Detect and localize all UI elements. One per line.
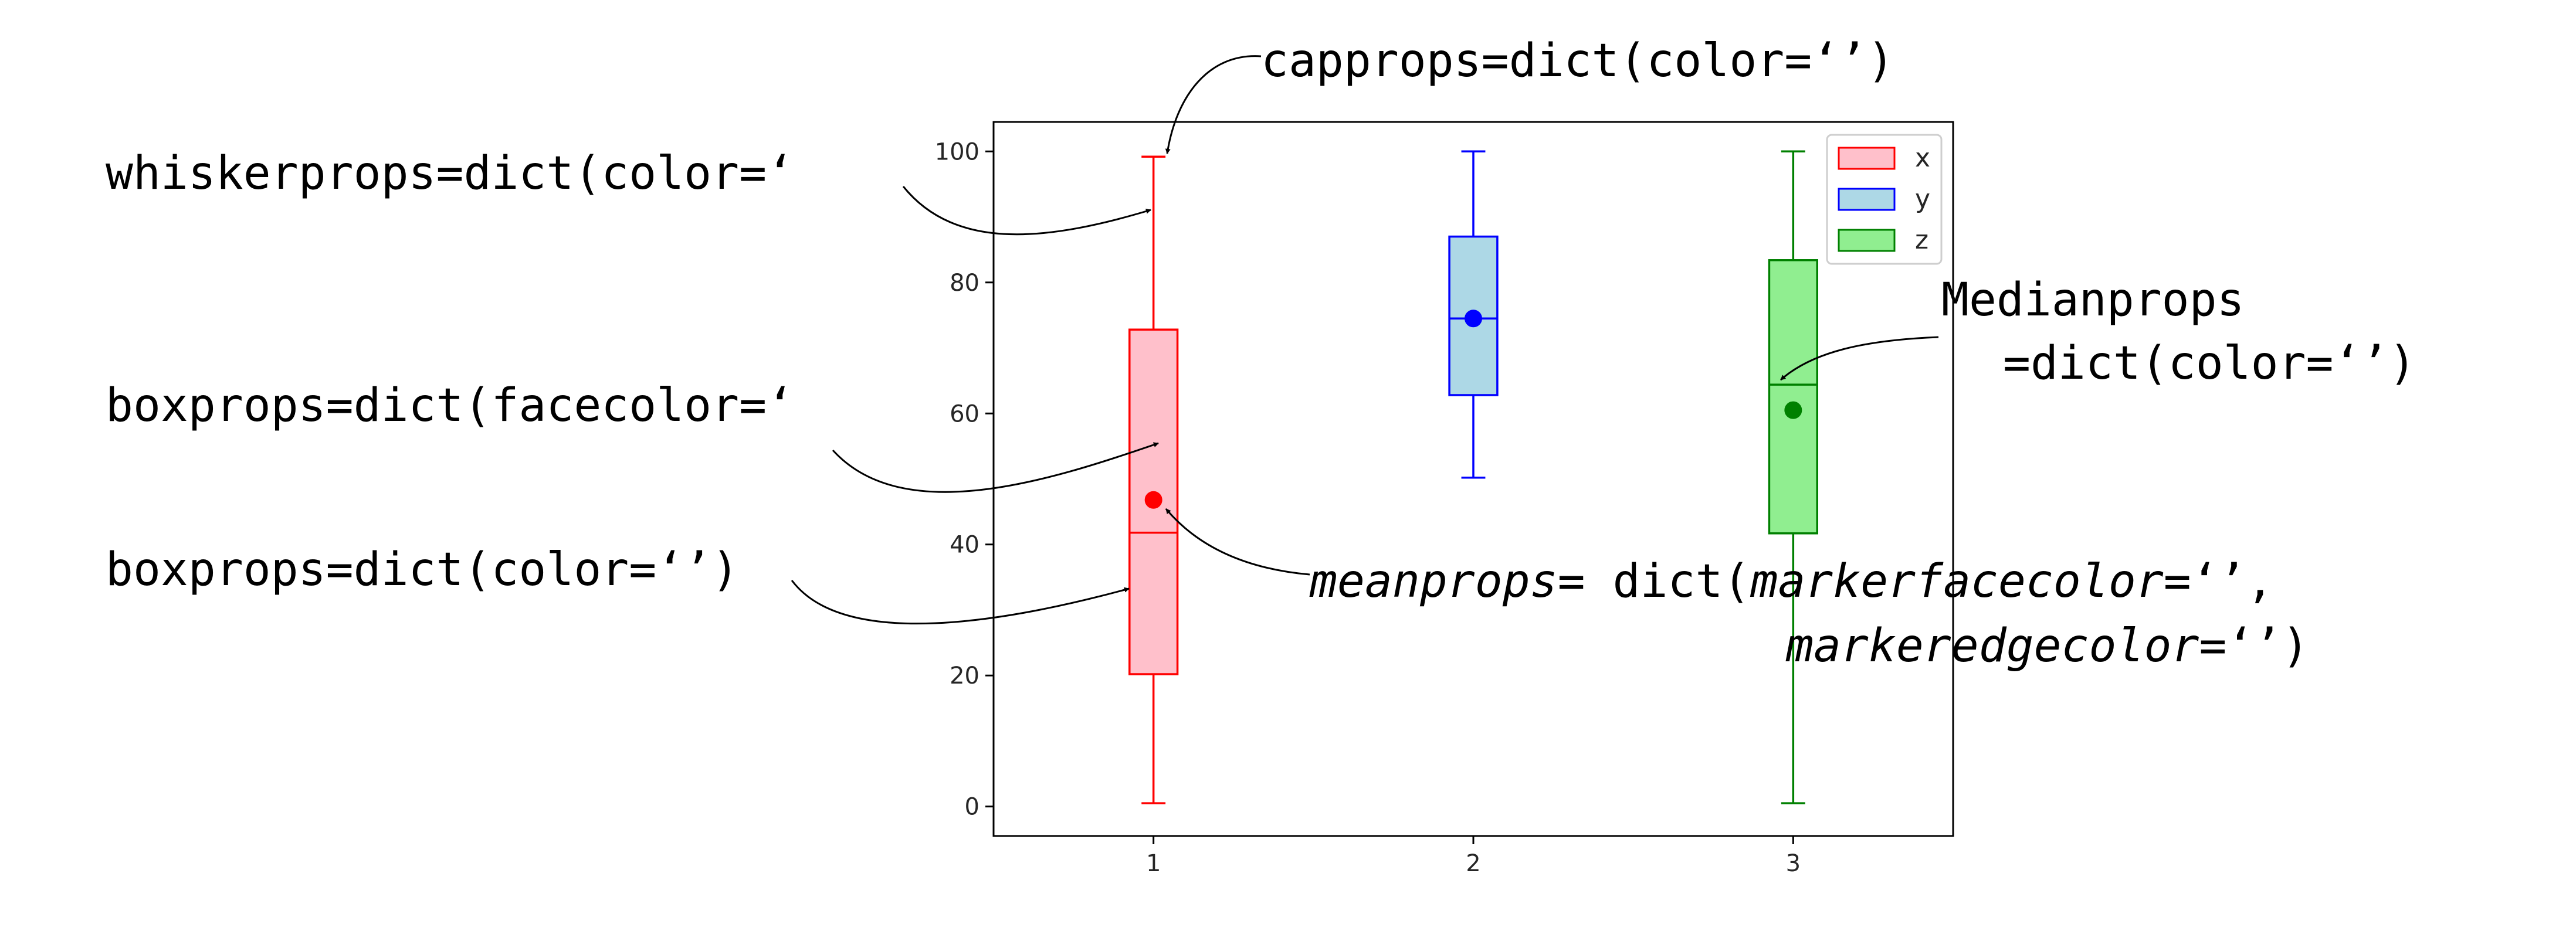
legend-label-y: y bbox=[1915, 184, 1930, 214]
legend-swatch-x bbox=[1838, 147, 1896, 170]
legend-swatch-y bbox=[1838, 188, 1896, 211]
capprops-annotation: capprops=dict(color=‘’) bbox=[1261, 35, 1894, 87]
mean-marker-x bbox=[1144, 491, 1162, 509]
y-tick-label-100: 100 bbox=[935, 138, 979, 165]
medianprops-annotation-line1: Medianprops bbox=[1941, 274, 2245, 327]
x-tick-label-3: 3 bbox=[1786, 850, 1801, 877]
boxprops-facecolor-annotation: boxprops=dict(facecolor=‘ bbox=[106, 379, 794, 432]
legend-swatch-z bbox=[1838, 229, 1896, 252]
legend-label-z: z bbox=[1915, 225, 1928, 255]
x-axis: 1 2 3 bbox=[1146, 836, 1801, 877]
meanprops-eq: = dict( bbox=[1558, 555, 1751, 608]
y-axis: 0 20 40 60 80 100 bbox=[935, 138, 994, 821]
box-series-group bbox=[1128, 150, 1818, 804]
y-tick-label-0: 0 bbox=[965, 794, 979, 821]
box-y bbox=[1448, 150, 1499, 479]
mean-marker-y bbox=[1465, 310, 1482, 328]
y-tick-label-60: 60 bbox=[950, 400, 979, 427]
meanprops-face-key: markerfacecolor bbox=[1750, 555, 2163, 608]
boxprops-facecolor-arrow bbox=[832, 442, 1159, 493]
y-tick-label-20: 20 bbox=[950, 662, 979, 689]
medianprops-annotation-line2: =dict(color=‘’) bbox=[2003, 337, 2416, 390]
box-x bbox=[1128, 155, 1179, 804]
whiskerprops-arrow bbox=[902, 186, 1151, 236]
x-tick-label-2: 2 bbox=[1466, 850, 1480, 877]
meanprops-edge-key: markeredgecolor bbox=[1785, 620, 2199, 672]
boxprops-color-annotation: boxprops=dict(color=‘’) bbox=[106, 543, 739, 596]
x-tick-label-1: 1 bbox=[1146, 850, 1161, 877]
meanprops-annotation-line1: meanprops= dict(markerfacecolor=‘’, bbox=[1309, 555, 2274, 608]
capprops-arrow bbox=[1165, 55, 1262, 154]
whiskerprops-annotation: whiskerprops=dict(color=‘ bbox=[106, 147, 794, 200]
meanprops-edge-val: =‘’) bbox=[2199, 620, 2309, 672]
box-z bbox=[1768, 150, 1818, 804]
meanprops-face-val: =‘’, bbox=[2164, 555, 2274, 608]
meanprops-annotation-line2: markeredgecolor=‘’) bbox=[1785, 620, 2309, 672]
box-body-z bbox=[1768, 259, 1818, 535]
legend: xyz bbox=[1826, 134, 1943, 265]
meanprops-keyword: meanprops bbox=[1309, 555, 1558, 608]
y-tick-label-80: 80 bbox=[950, 270, 979, 297]
boxprops-color-arrow bbox=[791, 580, 1130, 625]
mean-marker-z bbox=[1784, 401, 1802, 419]
medianprops-arrow bbox=[1780, 336, 1939, 381]
meanprops-arrow bbox=[1165, 508, 1310, 576]
y-tick-label-40: 40 bbox=[950, 532, 979, 559]
legend-label-x: x bbox=[1915, 143, 1930, 173]
